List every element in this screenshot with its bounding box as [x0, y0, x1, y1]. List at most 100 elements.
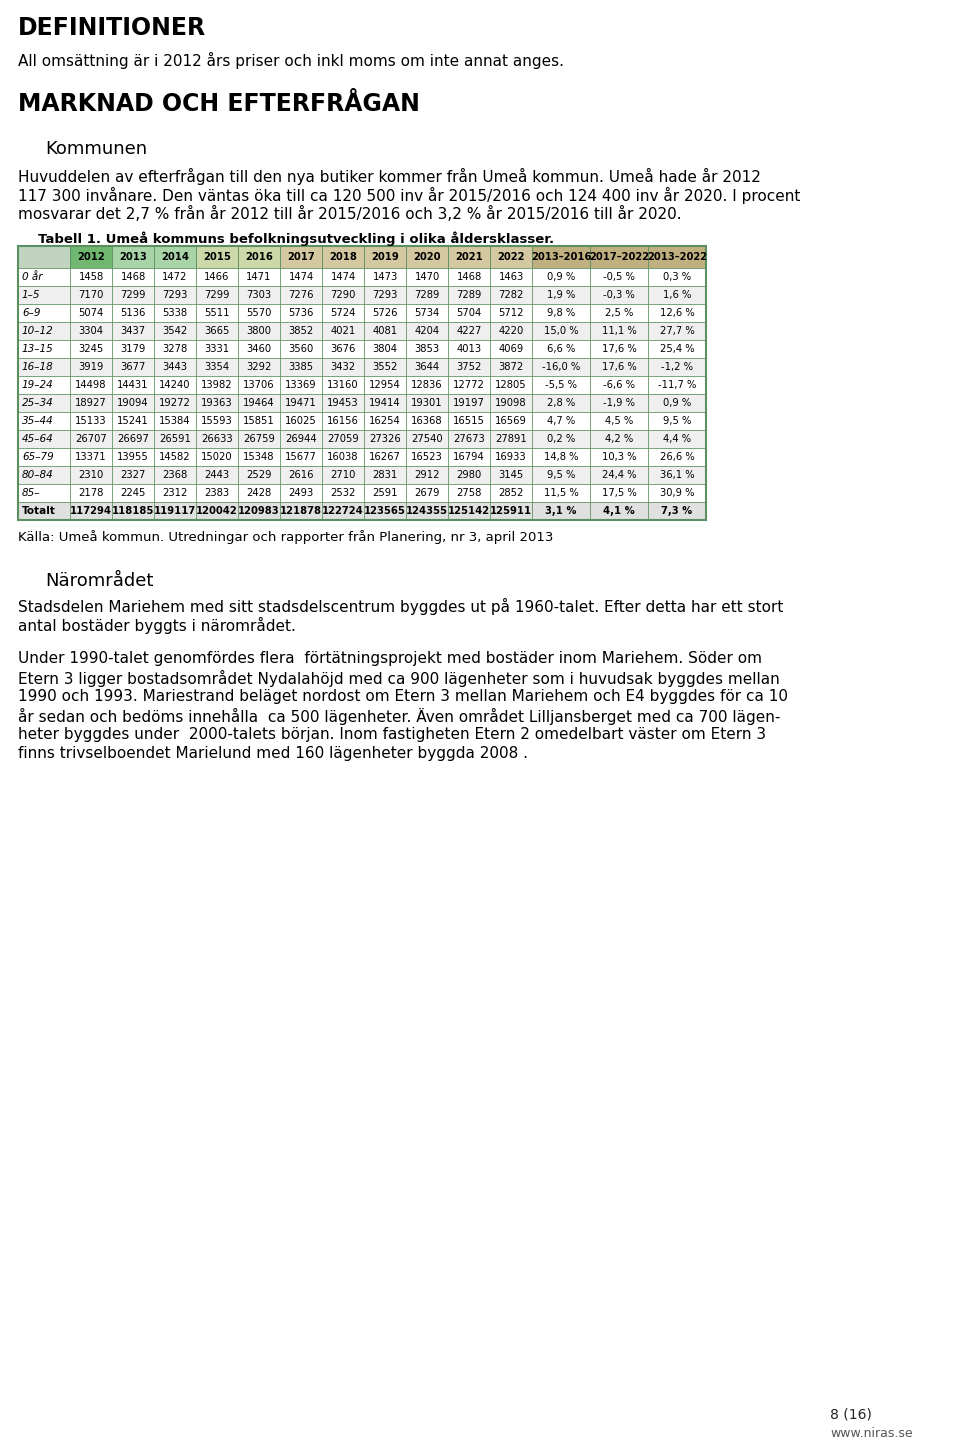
Text: 1468: 1468	[456, 272, 482, 283]
Bar	[238, 268, 280, 285]
Text: 2383: 2383	[204, 488, 229, 498]
Bar	[590, 501, 648, 520]
Text: 3677: 3677	[120, 362, 146, 372]
Text: 2017–2022: 2017–2022	[588, 252, 649, 262]
Text: Kommunen: Kommunen	[45, 141, 147, 158]
Bar	[196, 358, 238, 375]
Bar	[112, 322, 154, 341]
Bar	[648, 467, 706, 484]
Bar	[532, 467, 590, 484]
Bar	[532, 375, 590, 394]
Text: 2758: 2758	[456, 488, 482, 498]
Text: 3852: 3852	[288, 326, 314, 336]
Text: -1,9 %: -1,9 %	[603, 398, 635, 409]
Bar	[238, 341, 280, 358]
Text: 13369: 13369	[285, 380, 317, 390]
Bar	[364, 304, 406, 322]
Text: 2,5 %: 2,5 %	[605, 309, 634, 317]
Text: 5726: 5726	[372, 309, 397, 317]
Text: Källa: Umeå kommun. Utredningar och rapporter från Planering, nr 3, april 2013: Källa: Umeå kommun. Utredningar och rapp…	[18, 530, 553, 543]
Bar	[490, 467, 532, 484]
Bar	[448, 285, 490, 304]
Bar	[154, 322, 196, 341]
Bar	[238, 484, 280, 501]
Text: 1466: 1466	[204, 272, 229, 283]
Text: 2591: 2591	[372, 488, 397, 498]
Bar	[490, 412, 532, 430]
Bar	[364, 448, 406, 467]
Bar	[322, 467, 364, 484]
Bar	[364, 394, 406, 412]
Text: 118185: 118185	[111, 506, 155, 516]
Bar	[406, 501, 448, 520]
Bar	[322, 246, 364, 268]
Bar	[590, 375, 648, 394]
Text: Närområdet: Närområdet	[45, 572, 154, 590]
Bar	[448, 412, 490, 430]
Bar	[648, 412, 706, 430]
Text: 7303: 7303	[247, 290, 272, 300]
Bar	[364, 430, 406, 448]
Bar	[648, 358, 706, 375]
Bar	[238, 501, 280, 520]
Text: 26944: 26944	[285, 435, 317, 443]
Bar	[648, 448, 706, 467]
Text: 2529: 2529	[247, 469, 272, 480]
Bar	[490, 448, 532, 467]
Text: 5736: 5736	[288, 309, 314, 317]
Bar	[154, 358, 196, 375]
Bar	[364, 501, 406, 520]
Text: 15241: 15241	[117, 416, 149, 426]
Bar	[196, 375, 238, 394]
Text: 16–18: 16–18	[22, 362, 54, 372]
Text: -11,7 %: -11,7 %	[658, 380, 696, 390]
Bar	[448, 467, 490, 484]
Text: 12836: 12836	[411, 380, 443, 390]
Text: 120983: 120983	[238, 506, 279, 516]
Text: 2428: 2428	[247, 488, 272, 498]
Bar	[18, 358, 70, 375]
Text: 16267: 16267	[369, 452, 401, 462]
Text: 7299: 7299	[204, 290, 229, 300]
Text: 3542: 3542	[162, 326, 187, 336]
Bar	[322, 268, 364, 285]
Bar	[280, 358, 322, 375]
Text: MARKNAD OCH EFTERFRÅGAN: MARKNAD OCH EFTERFRÅGAN	[18, 91, 420, 116]
Text: 122724: 122724	[323, 506, 364, 516]
Bar	[238, 448, 280, 467]
Text: 7290: 7290	[330, 290, 356, 300]
Bar	[590, 322, 648, 341]
Text: 1458: 1458	[79, 272, 104, 283]
Bar	[364, 285, 406, 304]
Text: -5,5 %: -5,5 %	[545, 380, 577, 390]
Bar	[70, 467, 112, 484]
Bar	[532, 285, 590, 304]
Text: 3385: 3385	[288, 362, 314, 372]
Text: 0,9 %: 0,9 %	[547, 272, 575, 283]
Text: 26,6 %: 26,6 %	[660, 452, 694, 462]
Text: 16523: 16523	[411, 452, 443, 462]
Text: 3919: 3919	[79, 362, 104, 372]
Text: 3853: 3853	[415, 343, 440, 354]
Bar	[532, 430, 590, 448]
Text: 0,9 %: 0,9 %	[662, 398, 691, 409]
Bar	[18, 246, 70, 268]
Text: 4227: 4227	[456, 326, 482, 336]
Bar	[154, 341, 196, 358]
Bar	[70, 341, 112, 358]
Text: 4021: 4021	[330, 326, 355, 336]
Bar	[406, 394, 448, 412]
Bar	[154, 246, 196, 268]
Text: heter byggdes under  2000-talets början. Inom fastigheten Etern 2 omedelbart väs: heter byggdes under 2000-talets början. …	[18, 727, 766, 742]
Text: 16368: 16368	[411, 416, 443, 426]
Bar	[532, 412, 590, 430]
Text: 3460: 3460	[247, 343, 272, 354]
Bar	[280, 246, 322, 268]
Text: 8 (16): 8 (16)	[830, 1408, 872, 1421]
Text: 1474: 1474	[330, 272, 355, 283]
Text: 2013: 2013	[119, 252, 147, 262]
Bar	[112, 501, 154, 520]
Bar	[448, 484, 490, 501]
Text: 15,0 %: 15,0 %	[543, 326, 578, 336]
Bar	[322, 322, 364, 341]
